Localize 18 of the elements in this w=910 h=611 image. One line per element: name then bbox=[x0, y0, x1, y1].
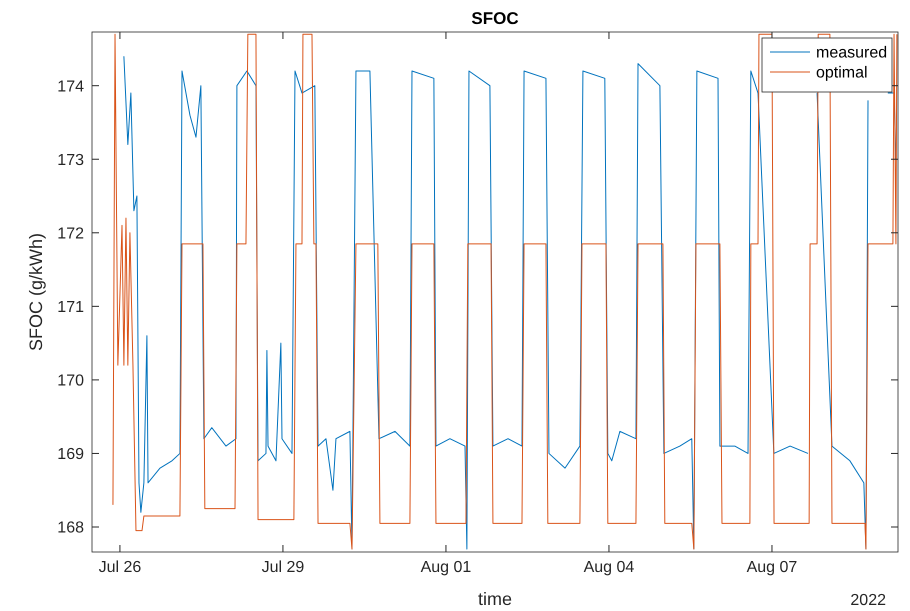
y-tick-label: 174 bbox=[57, 78, 84, 96]
y-tick-label: 170 bbox=[57, 372, 84, 390]
y-tick-label: 169 bbox=[57, 446, 84, 464]
legend-label: measured bbox=[816, 44, 888, 62]
y-tick-label: 168 bbox=[57, 520, 84, 537]
text: 2022 bbox=[850, 592, 886, 609]
legend-label: optimal bbox=[816, 64, 868, 82]
x-tick-label: Aug 07 bbox=[746, 559, 798, 576]
y-tick-label: 172 bbox=[57, 225, 84, 242]
y-tick-label: 171 bbox=[57, 298, 84, 316]
x-tick-label: Jul 29 bbox=[262, 559, 304, 576]
chart-title: SFOC bbox=[471, 9, 519, 28]
x-tick-label: Aug 01 bbox=[420, 559, 472, 576]
x-tick-label: Aug 04 bbox=[584, 559, 634, 576]
x-axis-title: time bbox=[478, 589, 512, 609]
y-tick-label: 173 bbox=[57, 152, 84, 169]
y-axis-title: SFOC (g/kWh) bbox=[26, 232, 46, 352]
x-tick-label: Jul 26 bbox=[98, 559, 142, 576]
